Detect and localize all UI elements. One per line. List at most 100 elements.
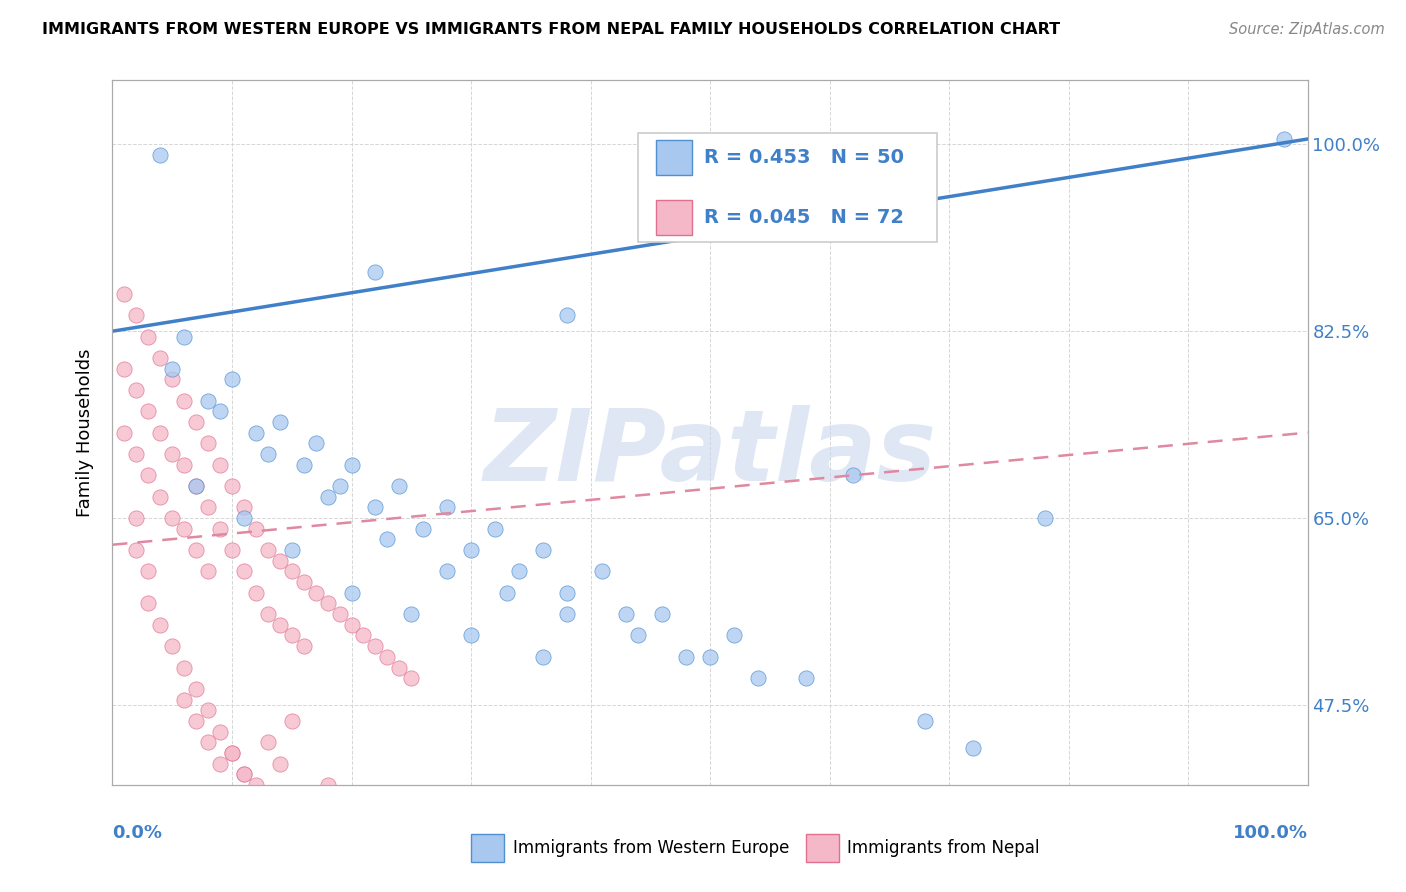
Text: ZIPatlas: ZIPatlas [484,405,936,502]
Point [125,308,148,322]
Point [245,778,267,792]
Point [245,586,267,600]
Point [531,543,554,558]
Point [162,511,183,525]
Point [186,681,208,696]
Point [340,458,363,472]
Point [364,265,387,279]
Point [651,607,673,621]
Point [197,565,219,579]
Bar [471,834,505,863]
Point [221,746,243,760]
Point [281,628,304,642]
Point [257,543,280,558]
Point [257,447,280,461]
Point [794,671,817,685]
Point [233,767,256,781]
Point [186,415,208,429]
Point [531,649,554,664]
Point [125,543,148,558]
Point [269,756,291,771]
Point [329,607,352,621]
Point [197,436,219,450]
Point [173,522,195,536]
Point [388,479,411,493]
Point [138,597,160,611]
Point [186,479,208,493]
Point [114,425,135,440]
Point [675,649,697,664]
Point [149,425,172,440]
Point [460,543,482,558]
Point [305,586,328,600]
Point [149,617,172,632]
Point [209,458,232,472]
Point [138,329,160,343]
Point [340,617,363,632]
Point [723,628,745,642]
Point [305,436,328,450]
Point [281,543,304,558]
Point [269,617,291,632]
Point [221,372,243,386]
FancyBboxPatch shape [638,133,938,243]
Point [233,500,256,515]
Point [436,500,458,515]
Bar [657,140,692,176]
Point [257,735,280,749]
Point [627,628,650,642]
Point [209,756,232,771]
Point [173,393,195,408]
Y-axis label: Family Households: Family Households [76,349,94,516]
Point [221,543,243,558]
Point [364,500,387,515]
Text: Immigrants from Western Europe: Immigrants from Western Europe [513,839,789,857]
Point [281,565,304,579]
Text: R = 0.453   N = 50: R = 0.453 N = 50 [704,148,904,168]
Point [138,565,160,579]
Point [496,586,519,600]
Point [173,692,195,706]
Point [555,308,578,322]
Point [292,639,315,653]
Point [269,415,291,429]
Text: 0.0%: 0.0% [112,823,163,842]
Point [484,522,506,536]
Point [508,565,530,579]
Point [233,767,256,781]
Point [197,500,219,515]
Text: Source: ZipAtlas.com: Source: ZipAtlas.com [1229,22,1385,37]
Point [555,586,578,600]
Point [292,458,315,472]
Point [364,639,387,653]
Point [747,671,769,685]
Point [401,607,423,621]
Point [616,607,638,621]
Point [292,575,315,590]
Point [233,565,256,579]
Point [149,351,172,365]
Point [316,597,339,611]
Point [377,649,399,664]
Point [173,660,195,674]
Text: Immigrants from Nepal: Immigrants from Nepal [848,839,1040,857]
Point [138,404,160,418]
Point [412,522,434,536]
Point [962,740,984,755]
Point [149,148,172,162]
Point [460,628,482,642]
Point [125,383,148,397]
Point [186,479,208,493]
Point [197,393,219,408]
Point [316,778,339,792]
Point [436,565,458,579]
Point [125,511,148,525]
Point [388,660,411,674]
Text: 100.0%: 100.0% [1233,823,1308,842]
Point [173,329,195,343]
Point [257,607,280,621]
Point [114,361,135,376]
Point [197,735,219,749]
Point [281,714,304,728]
Point [149,490,172,504]
